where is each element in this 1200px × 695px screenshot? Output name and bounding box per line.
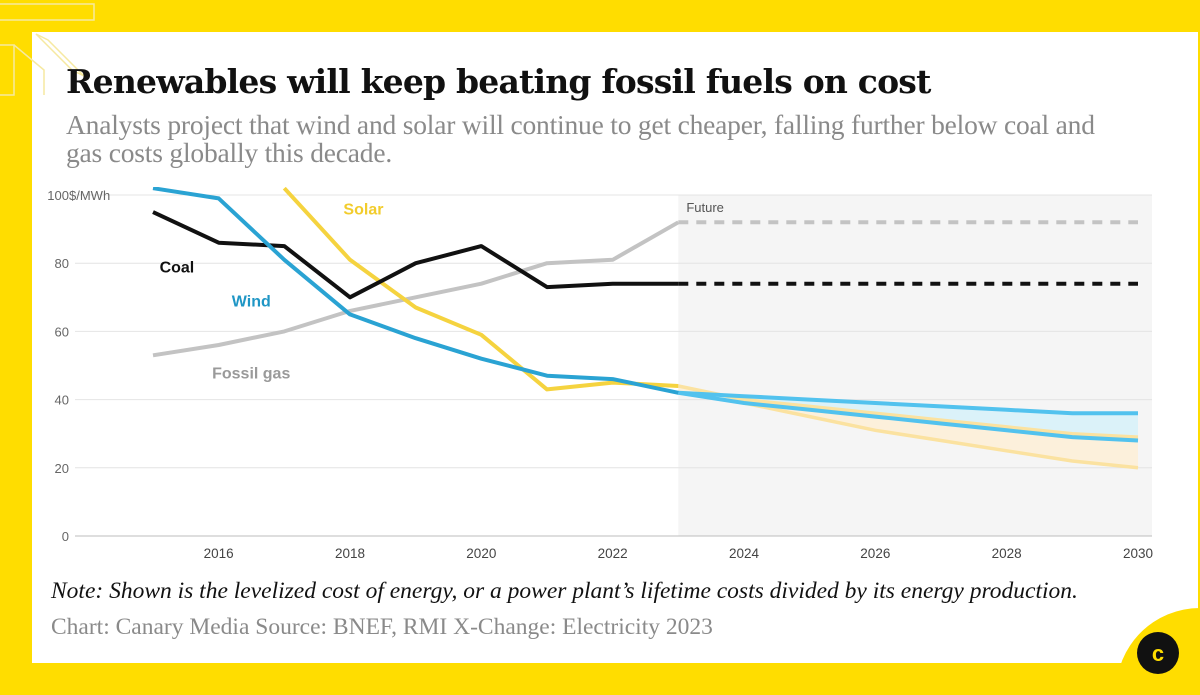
future-region — [678, 195, 1152, 536]
x-tick-label: 2022 — [598, 546, 628, 561]
wind-projection-high — [678, 390, 1138, 416]
wind-projection-low — [677, 390, 1139, 443]
chart-subtitle: Analysts project that wind and solar wil… — [66, 109, 1095, 168]
y-tick-label: 20 — [55, 461, 69, 476]
solar-series-label: Solar — [343, 202, 383, 219]
chart-title: Renewables will keep beating fossil fuel… — [66, 62, 931, 101]
coal-line — [152, 210, 679, 300]
chart-note: Note: Shown is the levelized cost of ene… — [51, 578, 1078, 604]
y-tick-label: 40 — [55, 393, 69, 408]
solar-projection-high — [677, 384, 1139, 439]
wind-line — [152, 187, 679, 395]
coal-series-label: Coal — [160, 260, 195, 277]
x-tick-label: 2020 — [466, 546, 496, 561]
x-tick-label: 2030 — [1123, 546, 1153, 561]
canary-media-logo: c — [1116, 608, 1200, 695]
chart-credit: Chart: Canary Media Source: BNEF, RMI X-… — [51, 614, 713, 640]
x-tick-label: 2026 — [860, 546, 890, 561]
wind-series-label: Wind — [232, 294, 271, 311]
future-label: Future — [686, 200, 724, 215]
logo-circle — [1137, 632, 1179, 674]
x-tick-label: 2018 — [335, 546, 365, 561]
y-tick-label: 80 — [55, 256, 69, 271]
x-tick-label: 2024 — [729, 546, 760, 561]
logo-letter: c — [1152, 641, 1164, 666]
y-unit-label: $/MWh — [69, 188, 110, 203]
y-tick-label: 100 — [47, 188, 69, 203]
y-tick-label: 60 — [55, 324, 69, 339]
fossil-gas-line — [152, 220, 680, 358]
arrow-decoration-icon — [0, 3, 95, 96]
solar-line — [282, 187, 679, 392]
y-tick-label: 0 — [62, 529, 69, 544]
fossil-gas-series-label: Fossil gas — [212, 365, 290, 382]
x-tick-label: 2016 — [204, 546, 234, 561]
x-tick-label: 2028 — [992, 546, 1022, 561]
